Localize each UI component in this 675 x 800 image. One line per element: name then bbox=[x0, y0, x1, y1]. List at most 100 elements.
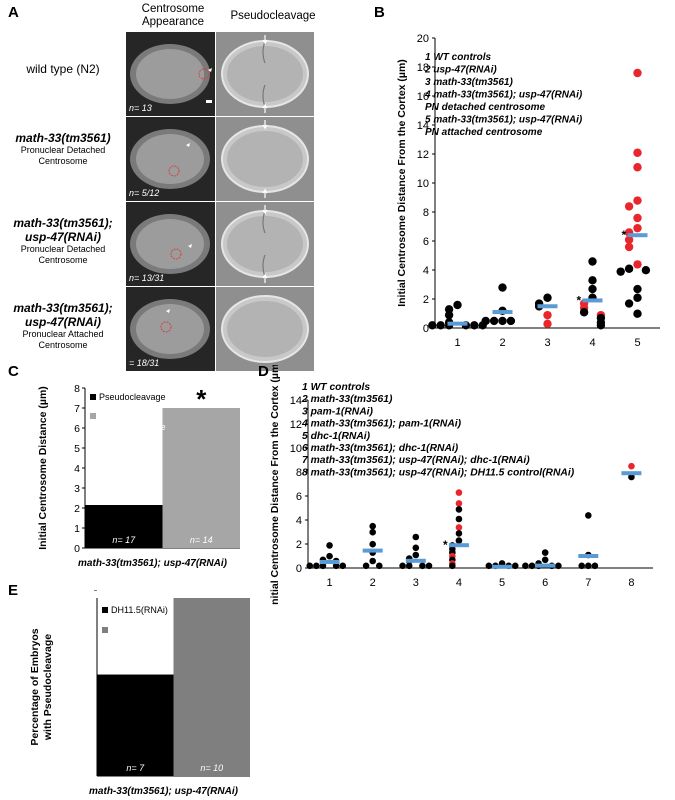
b-mean-bar bbox=[447, 321, 468, 326]
b-y-tick-label: 10 bbox=[417, 178, 429, 190]
row-genotype: math-33(tm3561) bbox=[15, 131, 111, 145]
d-y-tick-label: 14 bbox=[290, 395, 302, 407]
b-data-point bbox=[588, 257, 597, 266]
row-genotype: wild type (N2) bbox=[26, 62, 100, 76]
c-y-tick-label: 3 bbox=[74, 483, 80, 495]
row-label-1: wild type (N2) bbox=[2, 62, 124, 76]
d-data-point bbox=[585, 512, 592, 519]
b-legend-entry: PN detached centrosome bbox=[425, 102, 545, 113]
d-data-point bbox=[485, 562, 493, 570]
b-data-point bbox=[444, 310, 454, 320]
b-x-tick-label: 1 bbox=[454, 337, 460, 349]
d-x-tick-label: 5 bbox=[499, 577, 505, 589]
b-y-tick-label: 20 bbox=[417, 33, 429, 45]
b-data-point bbox=[633, 260, 642, 269]
d-data-point bbox=[369, 557, 376, 565]
centrosome-image-3: n= 13/31 bbox=[126, 202, 215, 286]
c-y-tick-label: 2 bbox=[74, 503, 80, 515]
e-legend-entry: DH11.5(RNAi) bbox=[111, 605, 168, 615]
d-data-point bbox=[425, 562, 433, 570]
d-data-point bbox=[455, 515, 463, 523]
b-y-tick-label: 0 bbox=[423, 323, 429, 335]
e-y-axis-label: Percentage of Embryos bbox=[29, 628, 41, 745]
d-data-point bbox=[522, 562, 529, 570]
d-data-point bbox=[578, 562, 586, 570]
d-y-tick-label: 10 bbox=[290, 443, 302, 455]
e-y-tick-label: 0% bbox=[77, 590, 92, 593]
fluor-embryo bbox=[130, 129, 210, 189]
d-data-point bbox=[326, 542, 333, 549]
c-legend-entry: Pseudocleavage bbox=[99, 422, 166, 432]
d-data-point bbox=[541, 556, 549, 564]
d-data-point bbox=[555, 562, 562, 570]
e-legend-swatch bbox=[102, 627, 108, 633]
b-data-point bbox=[489, 316, 499, 326]
panel-d-letter: D bbox=[258, 363, 269, 380]
b-data-point bbox=[633, 163, 642, 172]
d-mean-bar bbox=[362, 548, 383, 553]
d-data-point bbox=[455, 500, 463, 507]
d-mean-bar bbox=[448, 543, 469, 548]
b-y-tick-label: 6 bbox=[423, 236, 429, 248]
d-mean-bar bbox=[492, 564, 513, 569]
e-significance-asterisk: * bbox=[207, 590, 218, 604]
b-significance-asterisk: * bbox=[577, 293, 582, 307]
col-header-pseudocleavage: Pseudocleavage bbox=[230, 10, 316, 22]
d-data-point bbox=[455, 537, 463, 544]
b-x-tick-label: 3 bbox=[544, 337, 550, 349]
row-phenotype: Pronuclear Detached Centrosome bbox=[20, 244, 106, 265]
b-y-tick-label: 14 bbox=[417, 120, 429, 132]
b-data-point bbox=[624, 202, 634, 211]
e-x-axis-label: math-33(tm3561); usp-47(RNAi) bbox=[89, 786, 239, 797]
b-mean-bar bbox=[627, 233, 648, 238]
b-data-point bbox=[624, 264, 634, 273]
b-data-point bbox=[498, 316, 507, 326]
b-data-point bbox=[633, 223, 642, 233]
b-x-tick-label: 2 bbox=[499, 337, 505, 349]
b-data-point bbox=[453, 300, 462, 310]
dic-embryo bbox=[216, 202, 314, 286]
d-x-tick-label: 7 bbox=[585, 577, 591, 589]
b-y-tick-label: 4 bbox=[423, 265, 429, 277]
d-data-point bbox=[419, 562, 426, 570]
chart-e: 0%10%20%30%40%50%60%70%80%90%100% n= 7 n= … bbox=[29, 590, 250, 797]
e-bar-n-label: n= 10 bbox=[200, 763, 223, 773]
d-data-point bbox=[412, 533, 420, 541]
d-data-point bbox=[541, 549, 549, 556]
b-data-point bbox=[470, 321, 479, 330]
e-y-tick-label: 40% bbox=[71, 590, 92, 593]
b-data-point bbox=[633, 68, 642, 78]
c-legend-entry: No bbox=[99, 411, 111, 421]
centrosome-image-4: = 18/31 bbox=[126, 287, 215, 371]
b-y-tick-label: 2 bbox=[423, 294, 429, 306]
c-bar-n-label: n= 14 bbox=[190, 535, 213, 545]
c-bar bbox=[85, 505, 163, 548]
e-y-tick-label: 60% bbox=[71, 590, 92, 593]
d-data-point bbox=[449, 562, 456, 570]
row-label-4: math-33(tm3561); usp-47(RNAi) Pronuclear … bbox=[2, 301, 124, 351]
b-legend-entry: 5 math-33(tm3561); usp-47(RNAi) bbox=[425, 115, 583, 126]
c-y-tick-label: 1 bbox=[74, 523, 80, 535]
d-legend-entry: 1 WT controls bbox=[302, 382, 370, 393]
d-data-point bbox=[362, 562, 370, 570]
b-x-tick-label: 5 bbox=[634, 337, 640, 349]
d-x-tick-label: 1 bbox=[327, 577, 333, 589]
b-data-point bbox=[596, 321, 606, 330]
c-x-axis-label: math-33(tm3561); usp-47(RNAi) bbox=[78, 558, 228, 569]
c-significance-asterisk: * bbox=[196, 384, 207, 414]
d-mean-bar bbox=[319, 560, 340, 564]
d-data-point bbox=[405, 562, 413, 570]
e-y-tick-label: 20% bbox=[71, 590, 92, 593]
b-mean-bar bbox=[582, 298, 603, 303]
b-data-point bbox=[543, 293, 552, 302]
b-data-point bbox=[436, 321, 445, 330]
b-data-point bbox=[624, 242, 634, 252]
c-y-tick-label: 0 bbox=[74, 543, 80, 555]
d-data-point bbox=[412, 551, 420, 559]
d-legend-entry: 8 math-33(tm3561); usp-47(RNAi); DH11.5 … bbox=[302, 467, 575, 478]
d-legend-entry: 4 math-33(tm3561); pam-1(RNAi) bbox=[301, 419, 462, 430]
d-data-point bbox=[399, 562, 406, 570]
d-mean-bar bbox=[535, 563, 556, 568]
